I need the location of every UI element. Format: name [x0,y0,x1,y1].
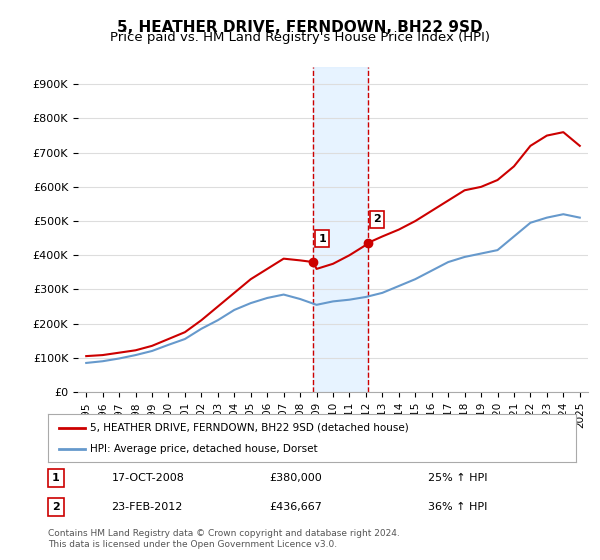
Text: 5, HEATHER DRIVE, FERNDOWN, BH22 9SD: 5, HEATHER DRIVE, FERNDOWN, BH22 9SD [117,20,483,35]
Text: 1: 1 [318,234,326,244]
Text: Price paid vs. HM Land Registry's House Price Index (HPI): Price paid vs. HM Land Registry's House … [110,31,490,44]
Text: 5, HEATHER DRIVE, FERNDOWN, BH22 9SD (detached house): 5, HEATHER DRIVE, FERNDOWN, BH22 9SD (de… [90,423,409,433]
Text: £436,667: £436,667 [270,502,323,512]
Text: 2: 2 [373,214,381,224]
Text: HPI: Average price, detached house, Dorset: HPI: Average price, detached house, Dors… [90,444,318,454]
Text: 36% ↑ HPI: 36% ↑ HPI [428,502,488,512]
Text: Contains HM Land Registry data © Crown copyright and database right 2024.
This d: Contains HM Land Registry data © Crown c… [48,529,400,549]
Text: 1: 1 [52,473,60,483]
Text: 17-OCT-2008: 17-OCT-2008 [112,473,184,483]
Text: £380,000: £380,000 [270,473,323,483]
Bar [313,67,368,392]
Text: 23-FEB-2012: 23-FEB-2012 [112,502,183,512]
Text: 2: 2 [52,502,60,512]
Text: 25% ↑ HPI: 25% ↑ HPI [428,473,488,483]
